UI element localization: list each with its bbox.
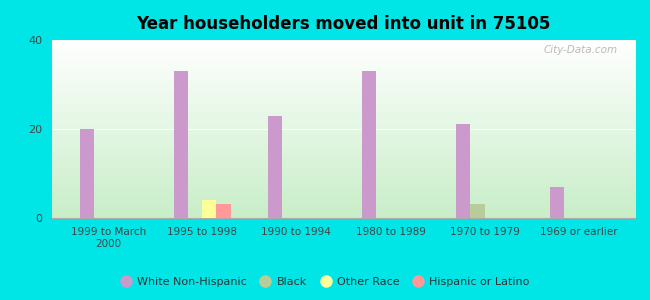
Bar	[202, 200, 216, 218]
Legend: White Non-Hispanic, Black, Other Race, Hispanic or Latino: White Non-Hispanic, Black, Other Race, H…	[116, 273, 534, 291]
Bar	[551, 187, 564, 218]
Bar	[456, 124, 471, 218]
Bar	[174, 71, 188, 218]
Bar	[80, 129, 94, 218]
Bar	[471, 204, 484, 218]
Bar	[362, 71, 376, 218]
Bar	[216, 204, 231, 218]
Title: Year householders moved into unit in 75105: Year householders moved into unit in 751…	[136, 15, 551, 33]
Text: City-Data.com: City-Data.com	[543, 45, 618, 56]
Bar	[268, 116, 282, 218]
